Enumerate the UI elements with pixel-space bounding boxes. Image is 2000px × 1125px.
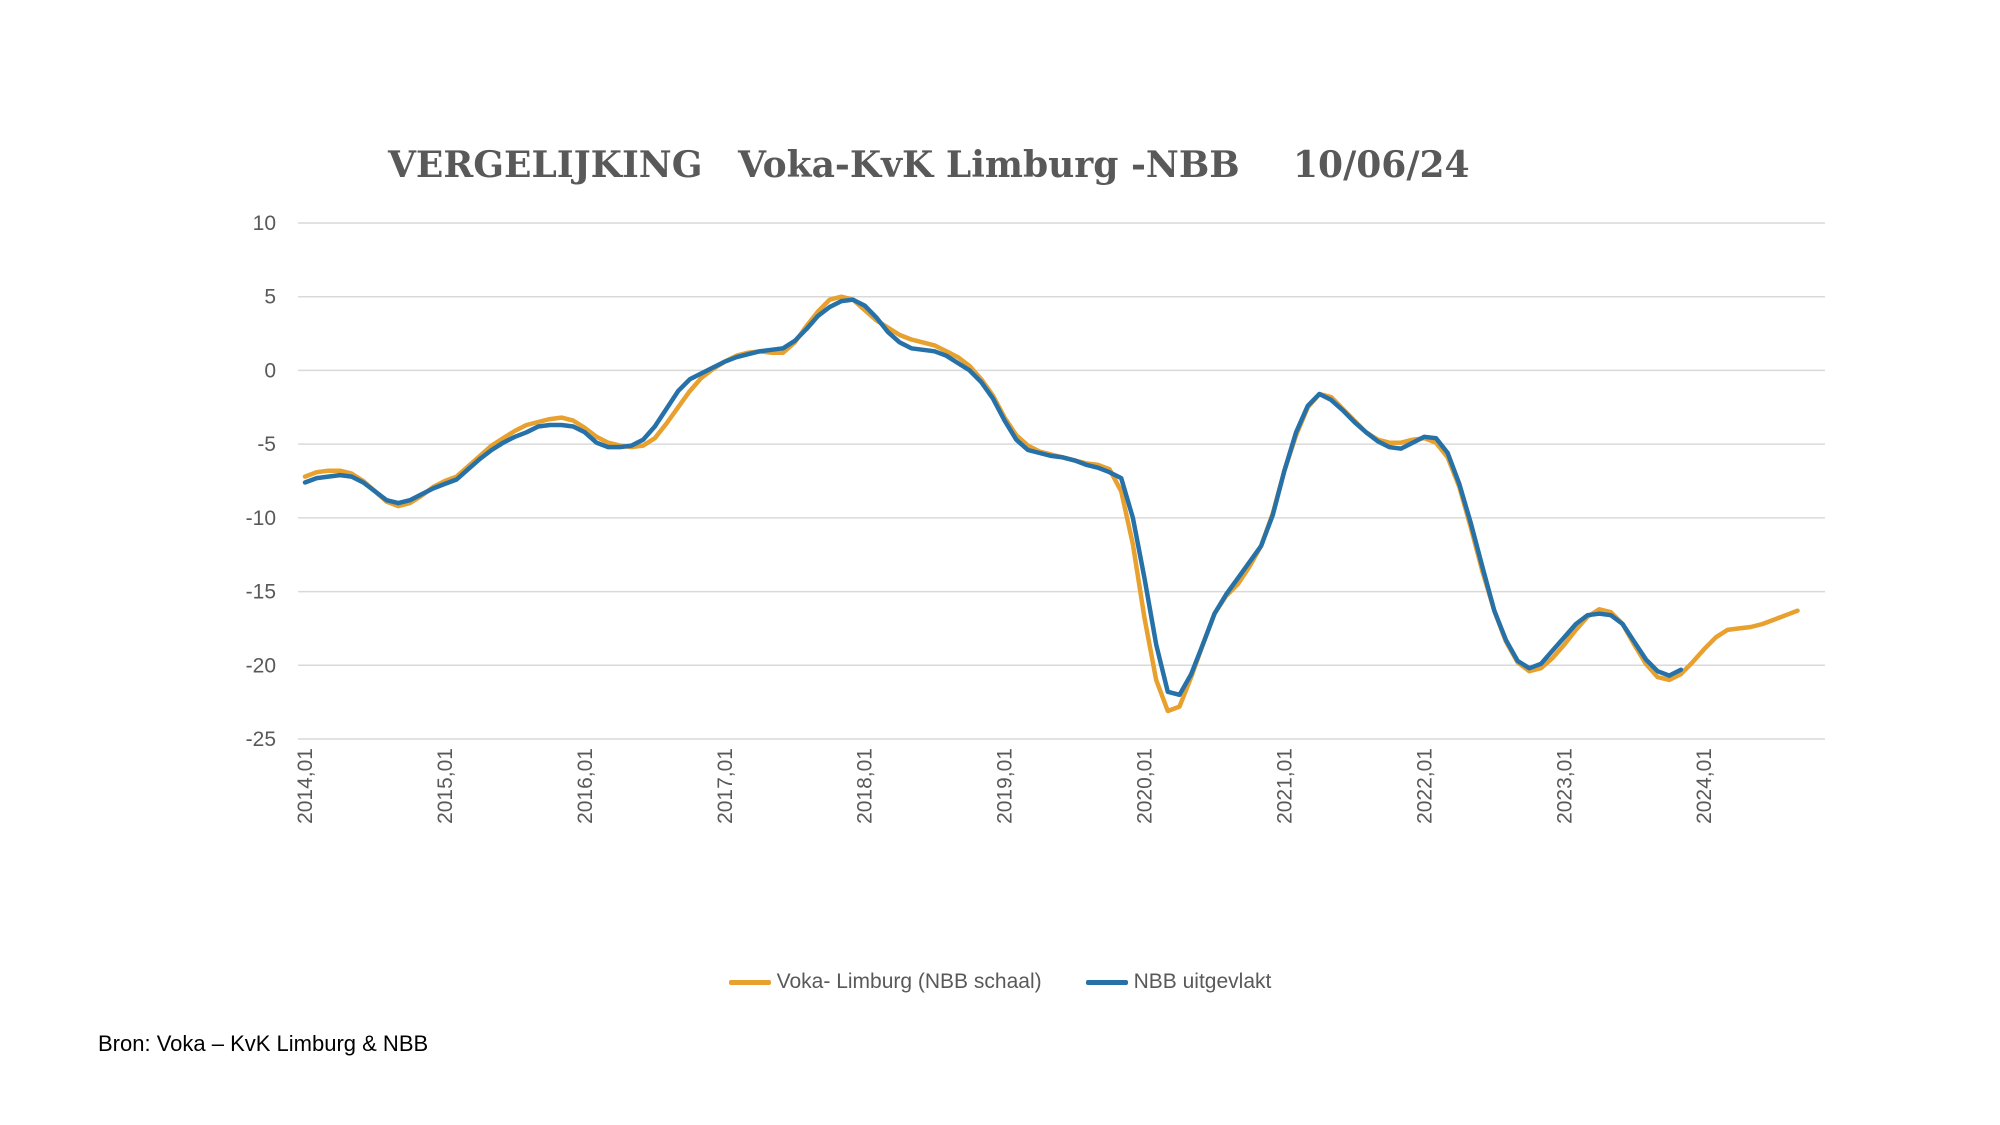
x-tick-label: 2015,01: [434, 748, 457, 824]
legend-label-nbb: NBB uitgevlakt: [1133, 970, 1272, 993]
x-tick-label: 2024,01: [1693, 748, 1716, 824]
legend-item-voka: Voka- Limburg (NBB schaal): [728, 970, 1042, 994]
y-tick-label: -25: [246, 728, 276, 751]
y-axis-ticks: 10 5 0 -5 -10 -15 -20 -25: [246, 212, 276, 751]
x-tick-label: 2018,01: [854, 748, 877, 824]
x-tick-label: 2023,01: [1553, 748, 1576, 824]
legend-swatch-voka: [728, 979, 771, 985]
legend-swatch-nbb: [1085, 979, 1128, 985]
legend-label-voka: Voka- Limburg (NBB schaal): [776, 970, 1042, 993]
x-axis-ticks: 2014,01 2015,01 2016,01 2017,01 2018,01 2019,…: [294, 748, 1716, 824]
x-tick-label: 2017,01: [714, 748, 737, 824]
y-tick-label: 10: [253, 212, 276, 235]
x-tick-label: 2019,01: [994, 748, 1017, 824]
legend: Voka- Limburg (NBB schaal) NBB uitgevlak…: [0, 970, 2000, 994]
y-tick-label: -10: [246, 507, 276, 530]
x-tick-label: 2016,01: [574, 748, 597, 824]
x-tick-label: 2020,01: [1134, 748, 1157, 824]
y-tick-label: 5: [264, 286, 276, 309]
series-lines: [302, 294, 1800, 714]
y-tick-label: 0: [264, 359, 276, 382]
series-line-nbb: [302, 297, 1684, 698]
x-tick-label: 2022,01: [1413, 748, 1436, 824]
source-note: Bron: Voka – KvK Limburg & NBB: [98, 1031, 429, 1056]
series-line-voka: [302, 294, 1800, 714]
x-tick-label: 2014,01: [294, 748, 317, 824]
x-tick-label: 2021,01: [1273, 748, 1296, 824]
chart-title-part-1: VERGELIJKING: [388, 144, 703, 186]
gridlines: [298, 222, 1825, 740]
y-tick-label: -5: [257, 433, 276, 456]
chart-title-part-3: 10/06/24: [1293, 144, 1470, 186]
y-tick-label: -15: [246, 581, 276, 604]
chart-title-part-2: Voka-KvK Limburg -NBB: [738, 144, 1240, 186]
legend-item-nbb: NBB uitgevlakt: [1085, 970, 1272, 994]
y-tick-label: -20: [246, 654, 276, 677]
